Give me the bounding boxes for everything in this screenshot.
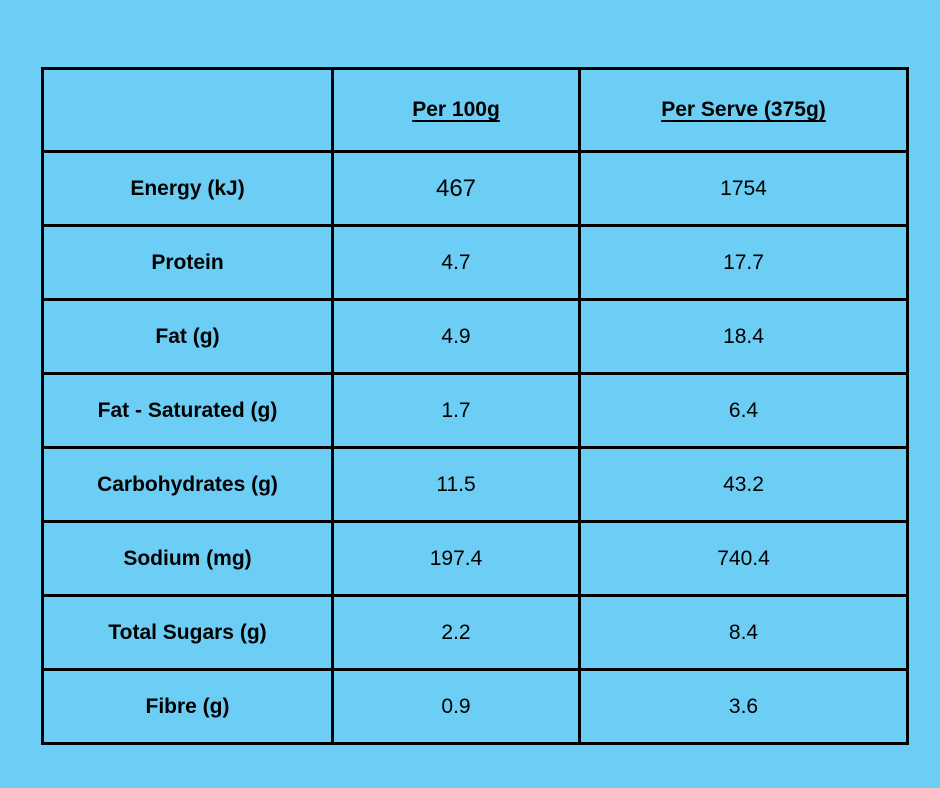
- value-per-serve: 6.4: [578, 372, 909, 449]
- row-label: Fat (g): [41, 298, 334, 375]
- table-row: Fibre (g) 0.9 3.6: [41, 668, 909, 745]
- table-row: Fat - Saturated (g) 1.7 6.4: [41, 372, 909, 449]
- value-per-100g: 11.5: [331, 446, 581, 523]
- table-row: Total Sugars (g) 2.2 8.4: [41, 594, 909, 671]
- value-per-100g: 4.7: [331, 224, 581, 301]
- table-row: Protein 4.7 17.7: [41, 224, 909, 301]
- nutrition-table: Per 100g Per Serve (375g) Energy (kJ) 46…: [41, 67, 909, 745]
- header-per-serve: Per Serve (375g): [578, 67, 909, 153]
- row-label: Total Sugars (g): [41, 594, 334, 671]
- row-label: Energy (kJ): [41, 150, 334, 227]
- value-per-100g: 197.4: [331, 520, 581, 597]
- value-per-100g: 0.9: [331, 668, 581, 745]
- value-per-100g: 2.2: [331, 594, 581, 671]
- value-per-100g: 467: [331, 150, 581, 227]
- header-empty-cell: [41, 67, 334, 153]
- row-label: Carbohydrates (g): [41, 446, 334, 523]
- table-row: Carbohydrates (g) 11.5 43.2: [41, 446, 909, 523]
- value-per-serve: 17.7: [578, 224, 909, 301]
- value-per-serve: 8.4: [578, 594, 909, 671]
- value-per-serve: 18.4: [578, 298, 909, 375]
- table-row: Energy (kJ) 467 1754: [41, 150, 909, 227]
- value-per-100g: 4.9: [331, 298, 581, 375]
- value-per-serve: 1754: [578, 150, 909, 227]
- row-label: Protein: [41, 224, 334, 301]
- row-label: Fibre (g): [41, 668, 334, 745]
- row-label: Fat - Saturated (g): [41, 372, 334, 449]
- table-row: Fat (g) 4.9 18.4: [41, 298, 909, 375]
- table-header-row: Per 100g Per Serve (375g): [41, 67, 909, 153]
- value-per-serve: 740.4: [578, 520, 909, 597]
- value-per-serve: 3.6: [578, 668, 909, 745]
- row-label: Sodium (mg): [41, 520, 334, 597]
- header-per-100g: Per 100g: [331, 67, 581, 153]
- table-row: Sodium (mg) 197.4 740.4: [41, 520, 909, 597]
- value-per-100g: 1.7: [331, 372, 581, 449]
- value-per-serve: 43.2: [578, 446, 909, 523]
